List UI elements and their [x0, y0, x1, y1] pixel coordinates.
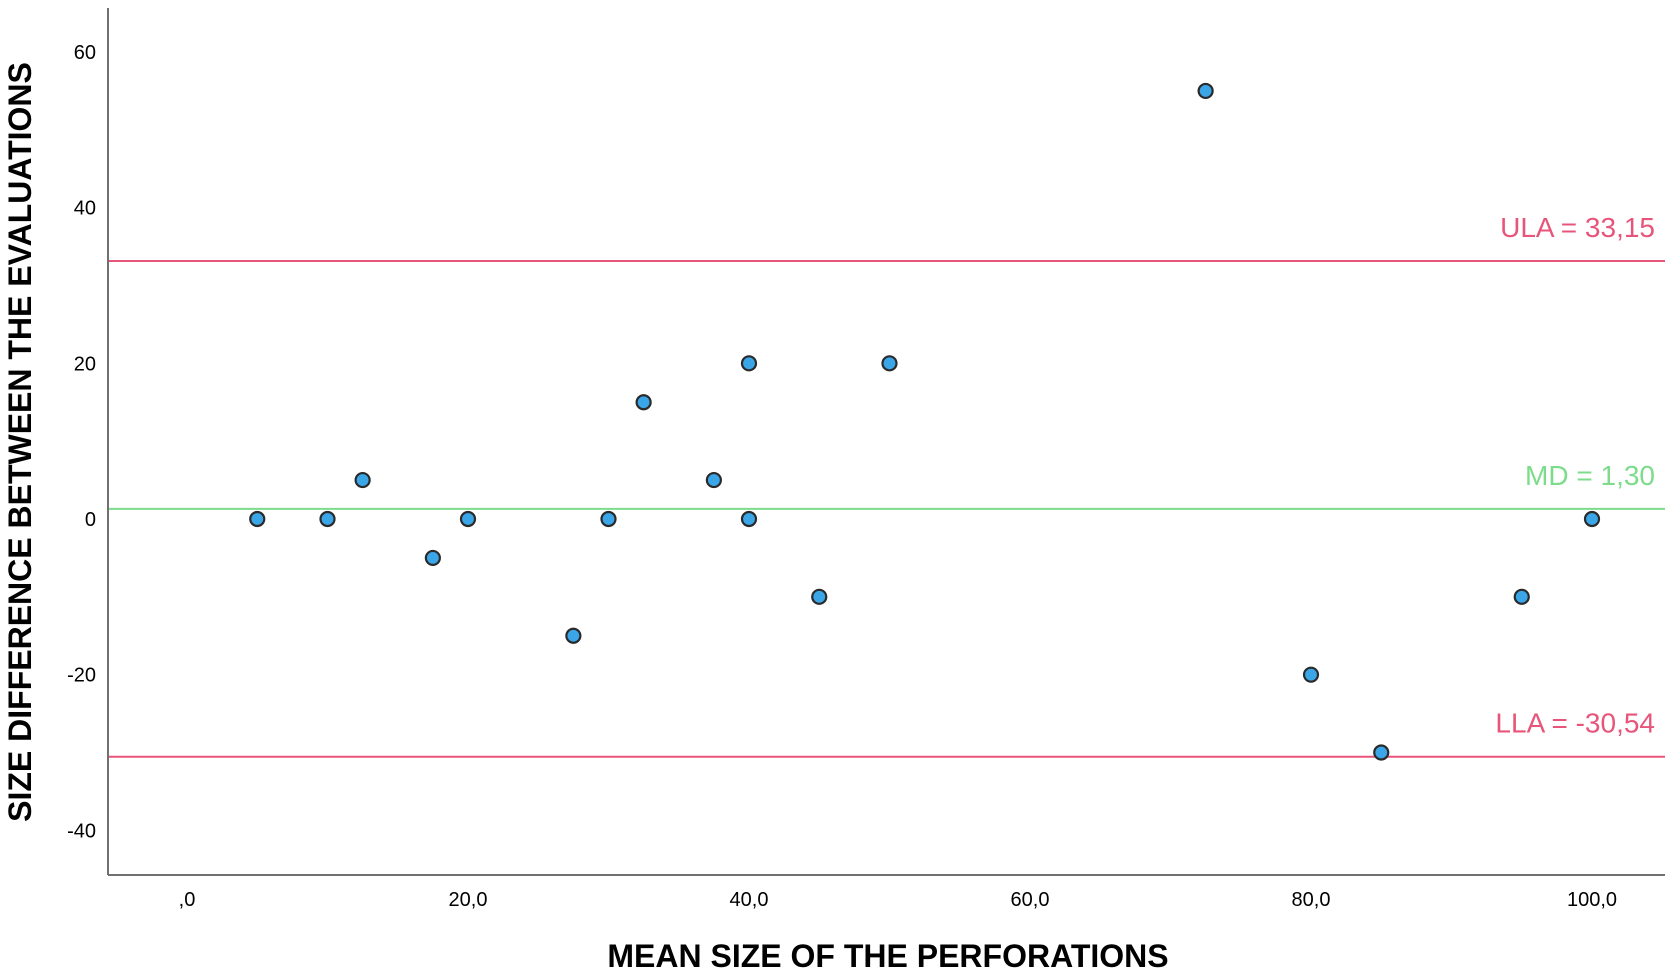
data-point	[249, 510, 266, 528]
y-axis-title: SIZE DIFFERENCE BETWEEN THE EVALUATIONS	[2, 62, 38, 822]
data-point	[424, 549, 441, 567]
y-tick-label: 40	[74, 198, 96, 220]
x-tick-label: 20,0	[449, 889, 488, 911]
data-point	[1513, 588, 1530, 605]
data-point	[565, 627, 582, 644]
x-tick-label: 100,0	[1567, 889, 1617, 911]
data-point	[881, 355, 898, 372]
y-tick-label: 60	[74, 42, 96, 64]
data-point	[740, 510, 758, 528]
data-points	[249, 82, 1601, 761]
data-point	[600, 510, 617, 528]
data-point	[319, 510, 336, 528]
data-point	[1583, 510, 1601, 528]
x-tick-label: 80,0	[1292, 889, 1331, 911]
axes	[107, 8, 1665, 876]
reference-line-label: LLA = -30,54	[1495, 708, 1655, 739]
y-tick-label: 0	[85, 509, 96, 531]
data-point	[811, 588, 828, 605]
data-point	[1373, 744, 1390, 761]
x-tick-label: 40,0	[730, 889, 769, 911]
data-point	[1302, 666, 1320, 683]
data-point	[354, 471, 371, 489]
data-point	[705, 471, 722, 489]
data-point	[459, 510, 477, 528]
x-tick-label: 60,0	[1011, 889, 1050, 911]
reference-line-labels: ULA = 33,15 MD = 1,30 LLA = -30,54	[1495, 212, 1655, 739]
y-tick-label: 20	[74, 353, 96, 375]
reference-lines	[108, 259, 1665, 758]
data-point	[740, 355, 758, 372]
y-tick-label: -20	[67, 665, 96, 687]
x-axis-title: MEAN SIZE OF THE PERFORATIONS	[607, 938, 1168, 974]
y-tick-label: -40	[67, 820, 96, 842]
reference-line-label: MD = 1,30	[1525, 460, 1655, 491]
y-tick-labels: -40 -20 0 20 40 60	[67, 42, 96, 842]
reference-line-label: ULA = 33,15	[1500, 212, 1655, 243]
x-tick-labels: ,0 20,0 40,0 60,0 80,0 100,0	[179, 889, 1617, 911]
data-point	[1197, 82, 1214, 100]
x-tick-label: ,0	[179, 889, 196, 911]
data-point	[635, 394, 652, 411]
